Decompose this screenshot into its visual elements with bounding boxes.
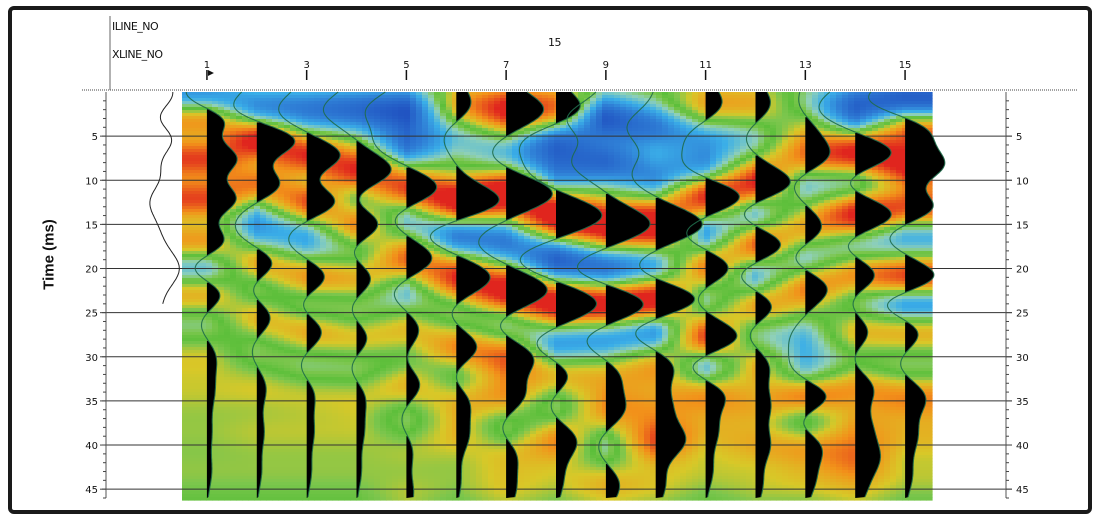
left-tick-label-30: 30	[85, 353, 98, 364]
trace-15-wiggle	[868, 91, 946, 498]
trace-14-fill	[855, 133, 892, 498]
right-tick-label-35: 35	[1016, 397, 1029, 408]
x-tick-label-15: 15	[899, 60, 912, 71]
left-tick-label-5: 5	[92, 132, 98, 143]
trace-9-wiggle	[566, 91, 651, 498]
trace-4-wiggle	[322, 91, 392, 498]
xline-header-label: XLINE_NO	[112, 48, 163, 61]
outside-trace-wiggle	[149, 92, 180, 304]
right-tick-label-30: 30	[1016, 353, 1029, 364]
trace-3-fill	[306, 133, 341, 498]
trace-11-fill	[705, 92, 740, 498]
right-tick-label-25: 25	[1016, 309, 1029, 320]
right-tick-label-15: 15	[1016, 220, 1029, 231]
trace-10-fill	[655, 197, 703, 498]
trace-7-fill	[506, 92, 553, 498]
right-tick-label-5: 5	[1016, 132, 1022, 143]
x-tick-label-3: 3	[303, 60, 309, 71]
left-tick-label-40: 40	[85, 441, 98, 452]
trace-5-fill	[406, 167, 437, 498]
right-tick-label-20: 20	[1016, 265, 1029, 276]
trace-14-wiggle	[818, 91, 892, 498]
trace-12-fill	[755, 92, 791, 498]
left-tick-label-10: 10	[85, 176, 98, 187]
trace-2-fill	[256, 122, 295, 499]
left-tick-label-35: 35	[85, 397, 98, 408]
x-tick-label-9: 9	[603, 60, 609, 71]
left-tick-label-25: 25	[85, 309, 98, 320]
trace-8-wiggle	[518, 91, 603, 498]
trace-6-wiggle	[429, 91, 500, 498]
x-tick-label-13: 13	[799, 60, 812, 71]
iline-value-label: 15	[548, 36, 562, 49]
trace-7-wiggle	[478, 91, 553, 498]
right-tick-label-10: 10	[1016, 176, 1029, 187]
trace-13-fill	[805, 117, 830, 498]
trace-15-fill	[905, 118, 945, 498]
x-tick-label-5: 5	[403, 60, 409, 71]
trace-3-wiggle	[278, 91, 341, 498]
trace-10-wiggle	[626, 91, 703, 498]
left-tick-label-15: 15	[85, 220, 98, 231]
trace-1-fill	[206, 109, 238, 498]
right-tick-label-40: 40	[1016, 441, 1029, 452]
first-trace-marker	[207, 70, 214, 76]
trace-5-wiggle	[364, 91, 438, 498]
trace-13-wiggle	[787, 91, 831, 498]
seismic-section-panel: ILINE_NO XLINE_NO 15 Time (ms) 1 3 5 7 9 11 13…	[8, 6, 1092, 514]
trace-2-wiggle	[233, 91, 296, 498]
left-tick-label-20: 20	[85, 265, 98, 276]
right-tick-label-45: 45	[1016, 485, 1029, 496]
left-tick-label-45: 45	[85, 485, 98, 496]
trace-12-wiggle	[741, 91, 791, 498]
iline-header-label: ILINE_NO	[112, 20, 159, 33]
trace-1-wiggle	[185, 91, 238, 498]
trace-11-wiggle	[681, 91, 740, 498]
trace-4-fill	[356, 141, 392, 498]
x-tick-label-1: 1	[204, 60, 210, 71]
x-tick-label-7: 7	[503, 60, 509, 71]
trace-8-fill	[556, 92, 602, 498]
x-tick-label-11: 11	[699, 60, 712, 71]
